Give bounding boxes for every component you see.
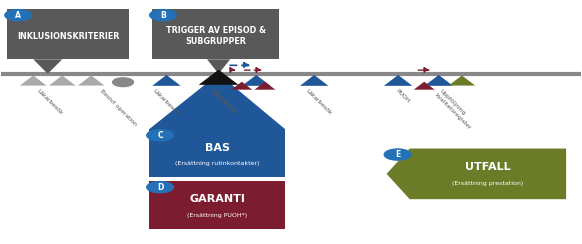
Text: UTFALL: UTFALL [465, 162, 511, 172]
Text: C: C [157, 131, 163, 140]
Text: E: E [395, 150, 400, 159]
Polygon shape [384, 75, 413, 86]
FancyBboxPatch shape [7, 9, 129, 59]
Circle shape [384, 149, 411, 160]
Text: BAS: BAS [205, 142, 230, 152]
Text: Läkarbesök: Läkarbesök [36, 88, 63, 116]
Circle shape [150, 10, 176, 21]
Polygon shape [20, 75, 47, 86]
Text: Operation: Operation [211, 88, 239, 116]
Text: GARANTI: GARANTI [189, 194, 245, 204]
Circle shape [147, 182, 173, 193]
Polygon shape [254, 82, 275, 90]
Text: (Ersättning prestation): (Ersättning prestation) [452, 182, 524, 186]
Polygon shape [424, 75, 453, 86]
Polygon shape [449, 75, 475, 86]
Polygon shape [149, 74, 285, 129]
Polygon shape [231, 82, 252, 90]
Polygon shape [33, 59, 62, 74]
Text: Beslut operation: Beslut operation [99, 88, 138, 127]
Polygon shape [300, 75, 328, 86]
Text: TRIGGER AV EPISOD &
SUBGRUPPER: TRIGGER AV EPISOD & SUBGRUPPER [166, 26, 266, 46]
Circle shape [147, 130, 173, 141]
Polygon shape [414, 82, 435, 90]
Text: A: A [15, 11, 21, 20]
Text: B: B [160, 11, 166, 20]
FancyBboxPatch shape [149, 129, 285, 177]
Text: INKLUSIONSKRITERIER: INKLUSIONSKRITERIER [17, 32, 119, 41]
Polygon shape [207, 59, 230, 74]
Text: Läkarbesök: Läkarbesök [305, 88, 333, 116]
Polygon shape [78, 75, 104, 86]
Text: D: D [157, 183, 164, 192]
Circle shape [5, 10, 31, 21]
Text: PUOH: PUOH [395, 88, 410, 104]
Polygon shape [152, 75, 181, 86]
Text: (Ersättning PUOH*): (Ersättning PUOH*) [187, 213, 247, 218]
Text: Uppföljning
kvalitetsregister: Uppföljning kvalitetsregister [434, 88, 477, 131]
Polygon shape [198, 70, 239, 85]
FancyBboxPatch shape [152, 9, 279, 59]
Polygon shape [386, 149, 566, 199]
Text: (Ersättning rutinkontakter): (Ersättning rutinkontakter) [175, 162, 260, 166]
Text: Läkarbesök: Läkarbesök [151, 88, 179, 116]
Polygon shape [49, 75, 76, 86]
Polygon shape [242, 75, 271, 86]
Circle shape [112, 78, 133, 87]
FancyBboxPatch shape [149, 181, 285, 229]
